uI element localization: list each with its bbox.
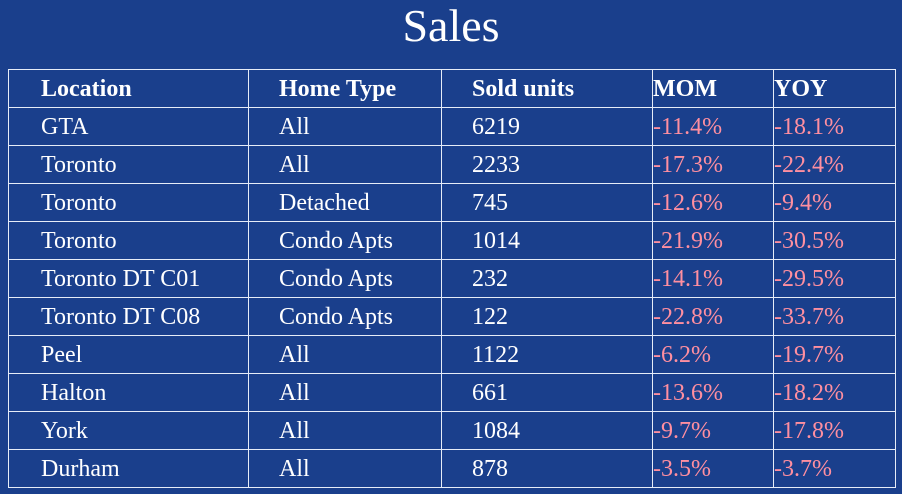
cell-location: Toronto DT C08 bbox=[8, 297, 249, 336]
cell-location: York bbox=[8, 411, 249, 450]
cell-home-type: All bbox=[248, 335, 442, 374]
cell-home-type: All bbox=[248, 145, 442, 184]
table-row: Peel All 1122 -6.2% -19.7% bbox=[8, 335, 896, 374]
table-row: York All 1084 -9.7% -17.8% bbox=[8, 411, 896, 450]
cell-mom: -6.2% bbox=[652, 335, 774, 374]
table-row: Halton All 661 -13.6% -18.2% bbox=[8, 373, 896, 412]
cell-mom: -22.8% bbox=[652, 297, 774, 336]
cell-home-type: All bbox=[248, 411, 442, 450]
cell-yoy: -22.4% bbox=[773, 145, 896, 184]
cell-sold-units: 1084 bbox=[441, 411, 653, 450]
cell-yoy: -29.5% bbox=[773, 259, 896, 298]
cell-home-type: Condo Apts bbox=[248, 297, 442, 336]
cell-sold-units: 122 bbox=[441, 297, 653, 336]
cell-home-type: All bbox=[248, 373, 442, 412]
cell-home-type: Condo Apts bbox=[248, 259, 442, 298]
cell-mom: -13.6% bbox=[652, 373, 774, 412]
cell-yoy: -18.1% bbox=[773, 107, 896, 146]
cell-sold-units: 2233 bbox=[441, 145, 653, 184]
cell-mom: -17.3% bbox=[652, 145, 774, 184]
page-title: Sales bbox=[402, 0, 500, 51]
cell-mom: -3.5% bbox=[652, 449, 774, 488]
table-row: Toronto Condo Apts 1014 -21.9% -30.5% bbox=[8, 221, 896, 260]
table-header-row: Location Home Type Sold units MOM YOY bbox=[8, 69, 896, 108]
cell-home-type: Detached bbox=[248, 183, 442, 222]
header-location: Location bbox=[8, 69, 249, 108]
cell-location: Durham bbox=[8, 449, 249, 488]
cell-home-type: Condo Apts bbox=[248, 221, 442, 260]
table-row: Toronto All 2233 -17.3% -22.4% bbox=[8, 145, 896, 184]
cell-mom: -14.1% bbox=[652, 259, 774, 298]
cell-mom: -12.6% bbox=[652, 183, 774, 222]
cell-yoy: -17.8% bbox=[773, 411, 896, 450]
table-row: Durham All 878 -3.5% -3.7% bbox=[8, 449, 896, 488]
cell-mom: -21.9% bbox=[652, 221, 774, 260]
cell-yoy: -9.4% bbox=[773, 183, 896, 222]
table-body: GTA All 6219 -11.4% -18.1% Toronto All 2233 -17.… bbox=[8, 107, 896, 488]
cell-home-type: All bbox=[248, 449, 442, 488]
header-sold-units: Sold units bbox=[441, 69, 653, 108]
cell-sold-units: 1014 bbox=[441, 221, 653, 260]
table-row: GTA All 6219 -11.4% -18.1% bbox=[8, 107, 896, 146]
sales-table: Location Home Type Sold units MOM YOY GT… bbox=[8, 69, 896, 488]
cell-location: Toronto DT C01 bbox=[8, 259, 249, 298]
cell-yoy: -30.5% bbox=[773, 221, 896, 260]
cell-sold-units: 6219 bbox=[441, 107, 653, 146]
cell-location: Peel bbox=[8, 335, 249, 374]
cell-yoy: -3.7% bbox=[773, 449, 896, 488]
cell-location: GTA bbox=[8, 107, 249, 146]
cell-location: Toronto bbox=[8, 145, 249, 184]
cell-location: Toronto bbox=[8, 221, 249, 260]
header-yoy: YOY bbox=[773, 69, 896, 108]
cell-yoy: -18.2% bbox=[773, 373, 896, 412]
cell-sold-units: 878 bbox=[441, 449, 653, 488]
table-row: Toronto DT C08 Condo Apts 122 -22.8% -33.7% bbox=[8, 297, 896, 336]
cell-home-type: All bbox=[248, 107, 442, 146]
cell-yoy: -33.7% bbox=[773, 297, 896, 336]
cell-sold-units: 1122 bbox=[441, 335, 653, 374]
cell-sold-units: 745 bbox=[441, 183, 653, 222]
cell-sold-units: 232 bbox=[441, 259, 653, 298]
cell-yoy: -19.7% bbox=[773, 335, 896, 374]
header-home-type: Home Type bbox=[248, 69, 442, 108]
cell-location: Toronto bbox=[8, 183, 249, 222]
table-row: Toronto DT C01 Condo Apts 232 -14.1% -29.5% bbox=[8, 259, 896, 298]
table-row: Toronto Detached 745 -12.6% -9.4% bbox=[8, 183, 896, 222]
header-mom: MOM bbox=[652, 69, 774, 108]
cell-location: Halton bbox=[8, 373, 249, 412]
cell-sold-units: 661 bbox=[441, 373, 653, 412]
cell-mom: -11.4% bbox=[652, 107, 774, 146]
cell-mom: -9.7% bbox=[652, 411, 774, 450]
